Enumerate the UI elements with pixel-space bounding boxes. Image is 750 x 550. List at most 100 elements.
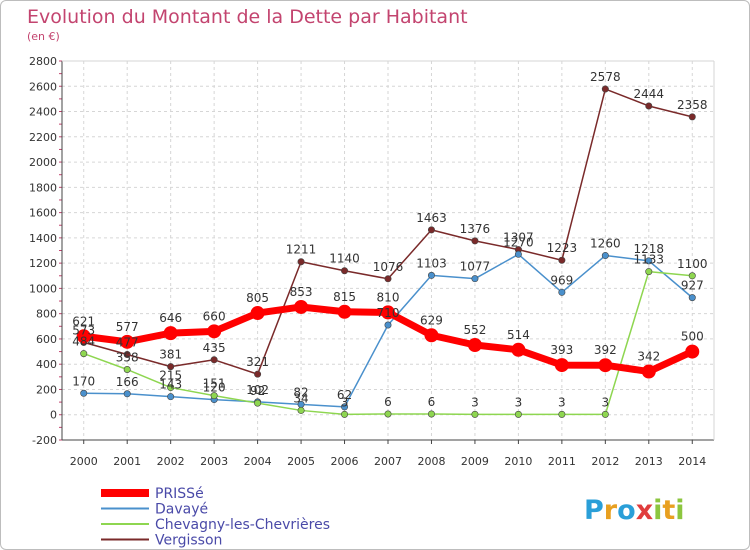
- data-point: [250, 306, 265, 321]
- data-label: 120: [203, 381, 226, 395]
- y-tick-label: 1200: [29, 257, 57, 270]
- x-tick-label: 2014: [678, 455, 706, 468]
- data-point: [297, 406, 305, 414]
- data-point: [471, 237, 479, 245]
- data-point: [427, 410, 435, 418]
- data-point: [467, 337, 482, 352]
- series-lines: [76, 85, 700, 418]
- data-point: [514, 250, 522, 258]
- data-point: [645, 102, 653, 110]
- data-label: 927: [681, 279, 704, 293]
- data-label: 321: [246, 355, 269, 369]
- data-label: 552: [463, 323, 486, 337]
- data-label: 514: [507, 328, 530, 342]
- data-point: [601, 85, 609, 93]
- y-tick-label: 2600: [29, 80, 57, 93]
- data-label: 1100: [677, 257, 708, 271]
- y-tick-label: 600: [36, 333, 57, 346]
- data-point: [558, 288, 566, 296]
- data-label: 660: [203, 309, 226, 323]
- data-point: [688, 272, 696, 280]
- data-point: [384, 321, 392, 329]
- data-point: [210, 356, 218, 364]
- data-label: 815: [333, 290, 356, 304]
- data-label: 1307: [503, 231, 534, 245]
- data-point: [424, 328, 439, 343]
- data-point: [381, 305, 395, 320]
- data-point: [601, 252, 609, 260]
- logo-letter: i: [675, 495, 684, 526]
- data-label: 392: [594, 343, 617, 357]
- data-point: [120, 334, 135, 349]
- data-point: [685, 344, 700, 359]
- data-point: [598, 358, 613, 373]
- data-label: 1133: [634, 253, 665, 267]
- data-point: [471, 275, 479, 283]
- x-tick-label: 2005: [287, 455, 315, 468]
- data-label: 1076: [373, 260, 404, 274]
- axes: -200 0 200 400 600 800 1000 1200 1400 1600 1800 200…: [29, 55, 715, 468]
- data-point: [341, 267, 349, 275]
- data-point: [341, 410, 349, 418]
- data-label: 1270: [503, 235, 534, 249]
- logo-letter: o: [617, 495, 636, 526]
- legend: PRISSéDavayéChevagny-les-ChevrièresVergi…: [101, 486, 330, 549]
- x-tick-label: 2004: [244, 455, 272, 468]
- data-label: 82: [293, 385, 308, 399]
- data-point: [123, 390, 131, 398]
- data-label: 1140: [329, 252, 360, 266]
- data-point: [641, 364, 656, 379]
- data-label: 2578: [590, 70, 621, 84]
- legend-entry: Vergisson: [155, 533, 222, 549]
- x-tick-label: 2010: [504, 455, 532, 468]
- legend-entry: PRISSé: [155, 486, 204, 502]
- logo-letter: x: [636, 495, 653, 526]
- data-point: [254, 370, 262, 378]
- x-tick-label: 2009: [461, 455, 489, 468]
- data-point: [167, 393, 175, 401]
- data-label: 646: [159, 311, 182, 325]
- data-point: [511, 342, 526, 357]
- y-tick-label: 800: [36, 308, 57, 321]
- y-tick-label: 1600: [29, 207, 57, 220]
- data-label: 1223: [547, 241, 578, 255]
- data-label: 358: [116, 351, 139, 365]
- y-tick-label: 2800: [29, 55, 57, 68]
- data-label: 1218: [634, 242, 665, 256]
- y-tick-label: 1800: [29, 181, 57, 194]
- y-tick-label: 1000: [29, 282, 57, 295]
- data-label: 577: [116, 320, 139, 334]
- y-tick-label: 2200: [29, 131, 57, 144]
- data-label: 3: [341, 395, 349, 409]
- data-label: 102: [246, 383, 269, 397]
- data-point: [76, 329, 91, 344]
- legend-entry: Davayé: [155, 502, 208, 518]
- data-point: [80, 350, 88, 358]
- data-label: 969: [550, 273, 573, 287]
- data-label: 477: [116, 335, 139, 349]
- chart-unit-label: (en €): [27, 30, 60, 43]
- data-point: [123, 350, 131, 358]
- data-label: 1376: [460, 222, 491, 236]
- data-point: [207, 324, 222, 339]
- chart-title: Evolution du Montant de la Dette par Hab…: [27, 6, 468, 28]
- x-tick-label: 2000: [70, 455, 98, 468]
- data-label: 435: [203, 341, 226, 355]
- data-label: 143: [159, 378, 182, 392]
- data-label: 1077: [460, 260, 491, 274]
- data-label: 573: [72, 323, 95, 337]
- data-point: [601, 410, 609, 418]
- data-label: 853: [290, 285, 313, 299]
- data-label: 92: [250, 384, 265, 398]
- logo-letter: t: [662, 495, 675, 526]
- data-label: 166: [116, 375, 139, 389]
- logo-letter: r: [604, 495, 618, 526]
- data-label: 805: [246, 291, 269, 305]
- data-label: 393: [550, 343, 573, 357]
- data-label: 342: [637, 350, 660, 364]
- data-point: [645, 268, 653, 276]
- y-tick-label: 1400: [29, 232, 57, 245]
- data-point: [341, 403, 349, 411]
